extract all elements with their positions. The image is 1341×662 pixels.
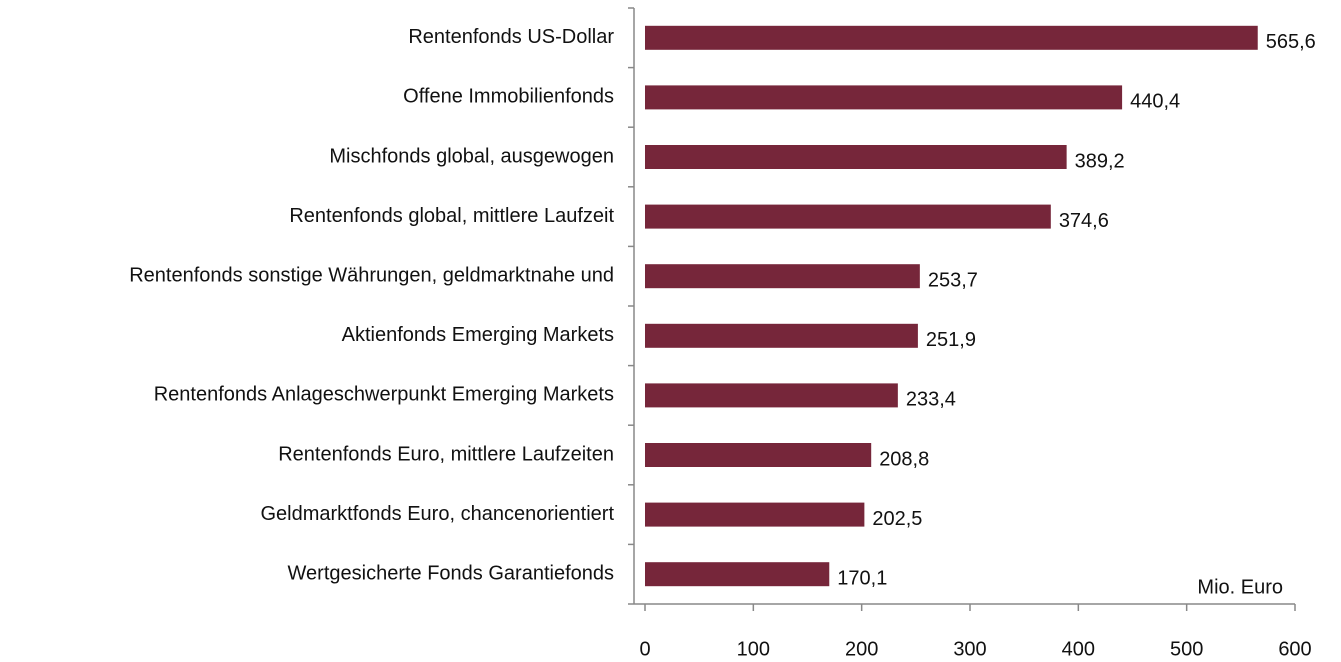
bar	[645, 145, 1067, 169]
category-label: Geldmarktfonds Euro, chancenorientiert	[260, 503, 614, 525]
value-label: 389,2	[1075, 150, 1125, 172]
bar	[645, 323, 918, 348]
bar	[645, 25, 1258, 50]
category-label: Rentenfonds US-Dollar	[408, 26, 614, 48]
bar	[645, 562, 830, 587]
category-label: Rentenfonds Anlageschwerpunkt Emerging M…	[154, 384, 614, 406]
category-label: Rentenfonds sonstige Währungen, geldmark…	[129, 264, 614, 286]
value-label: 202,5	[872, 508, 922, 530]
value-label: 208,8	[879, 448, 929, 470]
x-tick-label: 0	[639, 638, 650, 660]
bar	[645, 443, 872, 467]
bar	[645, 383, 898, 408]
value-label: 440,4	[1130, 91, 1180, 113]
value-label: 565,6	[1266, 31, 1316, 53]
category-label: Offene Immobilienfonds	[403, 86, 614, 108]
bar	[645, 502, 865, 527]
x-tick-label: 200	[845, 638, 878, 660]
category-label: Aktienfonds Emerging Markets	[342, 324, 614, 346]
x-tick-label: 600	[1278, 638, 1311, 660]
value-label: 233,4	[906, 389, 956, 411]
x-tick-label: 300	[953, 638, 986, 660]
x-tick-label: 400	[1062, 638, 1095, 660]
category-label: Rentenfonds Euro, mittlere Laufzeiten	[278, 443, 614, 465]
value-label: 374,6	[1059, 210, 1109, 232]
bar	[645, 85, 1123, 110]
category-label: Wertgesicherte Fonds Garantiefonds	[288, 562, 614, 584]
bar	[645, 264, 920, 289]
bar	[645, 204, 1051, 229]
value-label: 253,7	[928, 269, 978, 291]
value-label: 170,1	[837, 567, 887, 589]
x-tick-label: 500	[1170, 638, 1203, 660]
category-label: Rentenfonds global, mittlere Laufzeit	[289, 205, 614, 227]
value-label: 251,9	[926, 329, 976, 351]
unit-annotation: Mio. Euro	[1197, 576, 1283, 598]
category-label: Mischfonds global, ausgewogen	[329, 145, 614, 167]
x-tick-label: 100	[737, 638, 770, 660]
